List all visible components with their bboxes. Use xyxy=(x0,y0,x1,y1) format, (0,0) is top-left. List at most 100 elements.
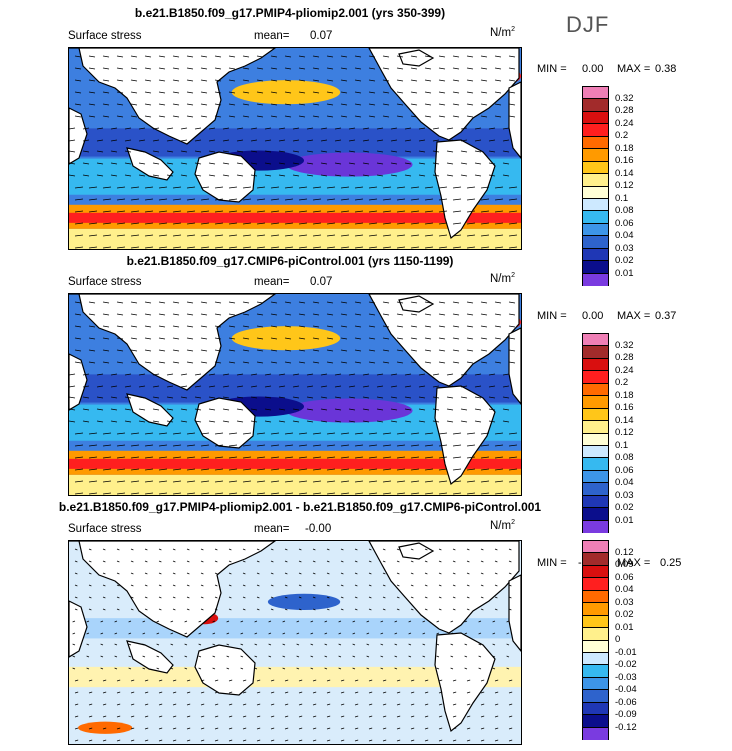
colorbar-swatch xyxy=(583,677,608,691)
colorbar-tick-label: -0.12 xyxy=(615,721,637,733)
colorbar-tick-label: 0.12 xyxy=(615,546,634,558)
colorbar-swatch xyxy=(583,628,608,641)
panel-2-colorbar xyxy=(582,333,609,533)
panel-3-title: b.e21.B1850.f09_g17.PMIP4-pliomip2.001 -… xyxy=(58,500,542,514)
colorbar-tick-label: 0.06 xyxy=(615,571,634,583)
colorbar-tick-label: 0.03 xyxy=(615,489,634,501)
colorbar-tick-label: 0.01 xyxy=(615,514,634,526)
colorbar-swatch xyxy=(583,590,608,604)
colorbar-tick-label: 0.08 xyxy=(615,452,634,463)
colorbar-tick-label: 0.04 xyxy=(615,477,634,488)
panel-1-min-value: 0.00 xyxy=(582,63,604,75)
colorbar-swatch xyxy=(583,520,608,533)
panel-2-mean-value: 0.07 xyxy=(310,276,333,288)
colorbar-swatch xyxy=(583,261,608,274)
colorbar-tick-label: -0.09 xyxy=(615,709,637,720)
colorbar-tick-label: -0.01 xyxy=(615,646,637,658)
colorbar-swatch xyxy=(583,149,608,162)
panel-1-map-field xyxy=(69,48,521,249)
colorbar-tick-label: 0.04 xyxy=(615,230,634,241)
colorbar-tick-label: 0.12 xyxy=(615,180,634,191)
panel-3-mean-label: mean= xyxy=(254,523,290,535)
colorbar-swatch xyxy=(583,433,608,446)
panel-3-map-field xyxy=(69,541,521,744)
colorbar-swatch xyxy=(583,223,608,237)
panel-2-min-value: 0.00 xyxy=(582,310,604,322)
colorbar-swatch xyxy=(583,408,608,422)
colorbar-swatch xyxy=(583,565,608,579)
colorbar-tick-label: 0.03 xyxy=(615,242,634,254)
colorbar-tick-label: 0.12 xyxy=(615,427,634,438)
colorbar-swatch xyxy=(583,458,608,471)
colorbar-swatch xyxy=(583,727,608,740)
colorbar-tick-label: 0.14 xyxy=(615,167,634,179)
panel-3-max-value: 0.25 xyxy=(660,557,682,569)
colorbar-swatch xyxy=(583,124,608,137)
colorbar-swatch xyxy=(583,273,608,286)
colorbar-swatch xyxy=(583,358,608,372)
colorbar-swatch xyxy=(583,136,608,150)
colorbar-tick-label: 0.02 xyxy=(615,609,634,620)
colorbar-swatch xyxy=(583,508,608,521)
colorbar-swatch xyxy=(583,578,608,591)
colorbar-tick-label: 0.2 xyxy=(615,130,629,141)
panel-1-units: N/m2 xyxy=(490,26,515,39)
colorbar-swatch xyxy=(583,665,608,678)
panel-3-map xyxy=(68,540,522,745)
colorbar-swatch xyxy=(583,236,608,249)
colorbar-swatch xyxy=(583,541,608,554)
colorbar-swatch xyxy=(583,445,608,459)
colorbar-swatch xyxy=(583,198,608,212)
colorbar-swatch xyxy=(583,87,608,100)
colorbar-tick-label: 0 xyxy=(615,634,621,645)
colorbar-tick-label: 0.32 xyxy=(615,92,634,104)
panel-3-variable: Surface stress xyxy=(68,523,142,535)
colorbar-tick-label: 0.2 xyxy=(615,377,629,388)
colorbar-tick-label: 0.14 xyxy=(615,414,634,426)
colorbar-swatch xyxy=(583,715,608,728)
panel-2-variable: Surface stress xyxy=(68,276,142,288)
panel-3-units: N/m2 xyxy=(490,519,515,532)
panel-2-map xyxy=(68,293,522,496)
colorbar-tick-label: 0.01 xyxy=(615,621,634,633)
colorbar-swatch xyxy=(583,702,608,716)
colorbar-swatch xyxy=(583,371,608,384)
colorbar-swatch xyxy=(583,553,608,566)
colorbar-tick-label: 0.18 xyxy=(615,389,634,401)
colorbar-swatch xyxy=(583,99,608,112)
colorbar-tick-label: 0.01 xyxy=(615,267,634,279)
panel-2-mean-label: mean= xyxy=(254,276,290,288)
colorbar-tick-label: 0.06 xyxy=(615,464,634,476)
panel-1-variable: Surface stress xyxy=(68,30,142,42)
panel-1-mean-value: 0.07 xyxy=(310,30,333,42)
colorbar-tick-label: 0.04 xyxy=(615,584,634,595)
panel-3-max-label: MAX = xyxy=(617,557,651,569)
colorbar-swatch xyxy=(583,690,608,703)
colorbar-tick-label: 0.16 xyxy=(615,402,634,413)
panel-2-colorbar-labels: 0.32 0.28 0.24 0.2 0.18 0.16 0.14 0.12 0.1 0.08 0.… xyxy=(615,333,655,533)
colorbar-swatch xyxy=(583,334,608,347)
colorbar-tick-label: 0.1 xyxy=(615,439,629,451)
panel-1-min-label: MIN = xyxy=(537,63,567,75)
colorbar-tick-label: -0.06 xyxy=(615,696,637,708)
panel-1-colorbar-labels: 0.32 0.28 0.24 0.2 0.18 0.16 0.14 0.12 0.1 0.08 0.… xyxy=(615,86,655,286)
colorbar-swatch xyxy=(583,396,608,409)
colorbar-tick-label: 0.09 xyxy=(615,559,634,570)
colorbar-tick-label: -0.03 xyxy=(615,671,637,683)
colorbar-swatch xyxy=(583,603,608,616)
colorbar-swatch xyxy=(583,174,608,187)
colorbar-tick-label: 0.06 xyxy=(615,217,634,229)
season-label: DJF xyxy=(566,12,610,37)
colorbar-tick-label: 0.1 xyxy=(615,192,629,204)
colorbar-tick-label: 0.18 xyxy=(615,142,634,154)
colorbar-swatch xyxy=(583,111,608,125)
colorbar-swatch xyxy=(583,652,608,666)
colorbar-tick-label: 0.08 xyxy=(615,205,634,216)
colorbar-tick-label: 0.24 xyxy=(615,117,634,129)
panel-1-max-value: 0.38 xyxy=(655,63,677,75)
colorbar-swatch xyxy=(583,421,608,434)
colorbar-swatch xyxy=(583,161,608,175)
colorbar-swatch xyxy=(583,483,608,496)
colorbar-swatch xyxy=(583,470,608,484)
panel-1-colorbar xyxy=(582,86,609,286)
